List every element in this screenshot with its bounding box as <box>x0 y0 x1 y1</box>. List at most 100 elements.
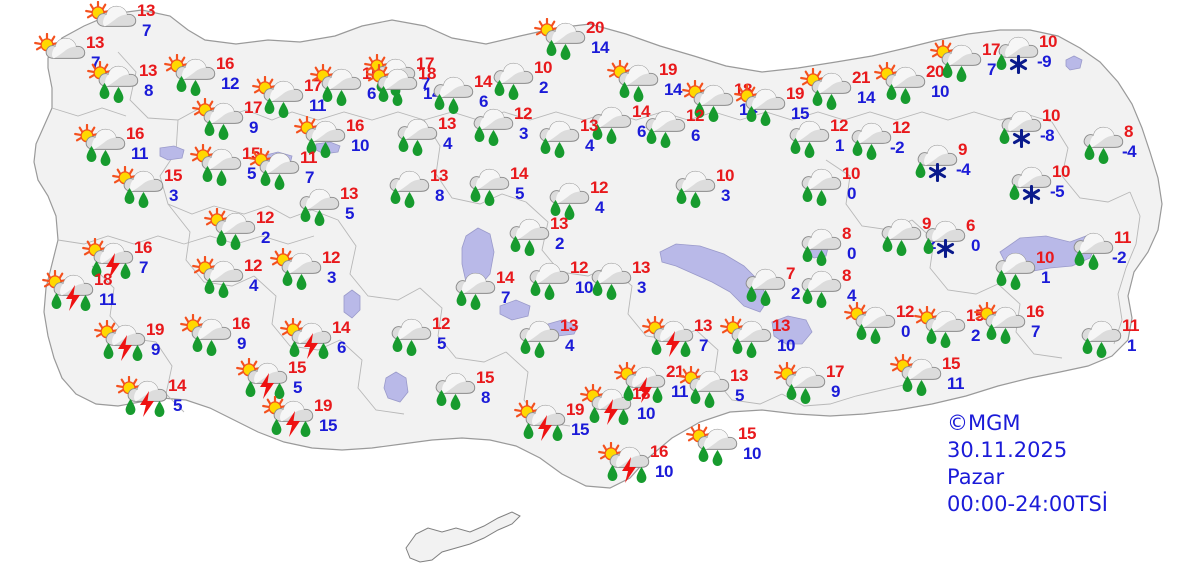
temperature-pair: 15 10 <box>738 425 784 471</box>
sun-cloud-rain-icon <box>204 208 258 253</box>
weather-station: 16 11 <box>74 124 170 171</box>
temp-max: 20 <box>926 62 944 81</box>
temperature-pair: 13 4 <box>580 117 626 163</box>
temp-max: 14 <box>168 376 186 395</box>
weather-station: 13 8 <box>378 167 474 213</box>
cloud-rain-icon <box>1062 231 1116 273</box>
temp-min: 9 <box>151 340 160 359</box>
temp-max: 17 <box>244 98 262 117</box>
temp-min: 4 <box>847 286 856 305</box>
cloud-rain-icon <box>498 217 552 259</box>
temp-max: 13 <box>550 214 568 233</box>
temp-max: 13 <box>730 366 748 385</box>
temperature-pair: 10 3 <box>716 167 762 213</box>
temp-min: 7 <box>987 60 996 79</box>
lake-egirdir <box>343 289 361 319</box>
temperature-pair: 18 11 <box>94 271 140 317</box>
weather-station: 10 1 <box>984 249 1080 295</box>
temperature-pair: 15 2 <box>966 307 1012 353</box>
temperature-pair: 17 9 <box>826 363 872 409</box>
weather-station: 10 -9 <box>987 33 1083 79</box>
temp-max: 13 <box>560 316 578 335</box>
temperature-pair: 12 3 <box>322 249 368 295</box>
cloud-rain-icon <box>424 371 478 413</box>
temp-min: 7 <box>305 168 314 187</box>
temp-min: 1 <box>835 136 844 155</box>
weather-station: 19 14 <box>607 60 703 107</box>
temp-min: 3 <box>721 186 730 205</box>
weather-station: 21 14 <box>800 68 898 115</box>
temperature-pair: 13 7 <box>137 2 183 48</box>
weather-station: 15 10 <box>686 424 784 471</box>
temperature-pair: 19 9 <box>146 321 192 367</box>
temp-min: 5 <box>345 204 354 223</box>
temperature-pair: 13 4 <box>438 115 484 161</box>
temp-min: 11 <box>309 96 326 115</box>
temperature-pair: 16 10 <box>650 443 696 489</box>
weather-station: 13 7 <box>85 1 183 48</box>
temp-min: 10 <box>575 278 593 297</box>
weather-station: 13 5 <box>288 185 384 231</box>
sun-cloud-thunder-icon <box>514 400 568 445</box>
temperature-pair: 16 7 <box>134 239 180 285</box>
sun-cloud-thunder-icon <box>642 316 696 361</box>
temp-min: 5 <box>515 184 524 203</box>
temperature-pair: 10 -8 <box>1040 107 1088 153</box>
temperature-pair: 10 1 <box>1036 249 1082 295</box>
sun-cloud-rain-icon <box>534 18 588 63</box>
temp-max: 18 <box>418 64 436 83</box>
weather-station: 18 11 <box>42 270 140 317</box>
temperature-pair: 14 7 <box>496 269 542 315</box>
temp-min: 4 <box>585 136 594 155</box>
temp-min: 5 <box>173 396 182 415</box>
temp-min: 3 <box>519 124 528 143</box>
weather-station: 16 9 <box>180 314 276 361</box>
temp-max: 19 <box>659 60 677 79</box>
weather-station: 10 2 <box>482 59 578 105</box>
weather-station: 13 3 <box>580 259 676 305</box>
sun-cloud-rain-icon <box>192 98 246 143</box>
temp-max: 13 <box>86 33 104 52</box>
weather-station: 16 12 <box>164 54 262 101</box>
temp-min: 2 <box>927 235 936 252</box>
temp-max: 10 <box>716 166 734 185</box>
sun-cloud-rain-icon <box>270 248 324 293</box>
weather-station: 17 7 <box>364 54 460 101</box>
temp-min: -5 <box>1050 182 1065 201</box>
forecast-time-range: 00:00-24:00TSİ <box>947 492 1108 516</box>
weather-station: 14 7 <box>444 269 540 315</box>
temp-min: 15 <box>791 104 809 123</box>
lake-manyas <box>159 145 185 161</box>
cloud-rain-icon <box>380 317 434 359</box>
weather-station: 12 4 <box>538 179 634 225</box>
weather-station: 14 6 <box>580 103 676 149</box>
weather-station: 17 11 <box>252 76 350 123</box>
weather-station: 14 5 <box>116 376 212 423</box>
temp-max: 11 <box>300 148 317 167</box>
temp-max: 13 <box>340 184 358 203</box>
temp-max: 16 <box>346 116 364 135</box>
temp-max: 15 <box>966 306 984 325</box>
temperature-pair: 21 14 <box>852 69 898 115</box>
temp-min: 11 <box>671 382 688 401</box>
temp-min: 10 <box>931 82 949 101</box>
temp-min: 7 <box>91 53 100 72</box>
temperature-pair: 16 12 <box>216 55 262 101</box>
temp-min: 5 <box>293 378 302 397</box>
weather-station: 12 0 <box>844 302 940 349</box>
temperature-pair: 17 11 <box>304 77 350 123</box>
temp-min: 10 <box>655 462 673 481</box>
sun-cloud-rain-icon <box>180 314 234 359</box>
weather-station: 13 7 <box>642 316 738 363</box>
forecast-date: 30.11.2025 <box>947 438 1068 462</box>
temp-min: 4 <box>565 336 574 355</box>
temp-max: 17 <box>826 362 844 381</box>
sun-cloud-icon <box>85 1 139 46</box>
temperature-pair: 12 -2 <box>890 119 938 165</box>
weather-station: 14 6 <box>280 318 376 365</box>
cloud-rain-icon <box>840 121 894 163</box>
weather-station: 12 5 <box>380 315 476 361</box>
weather-station: 12 1 <box>778 117 874 163</box>
